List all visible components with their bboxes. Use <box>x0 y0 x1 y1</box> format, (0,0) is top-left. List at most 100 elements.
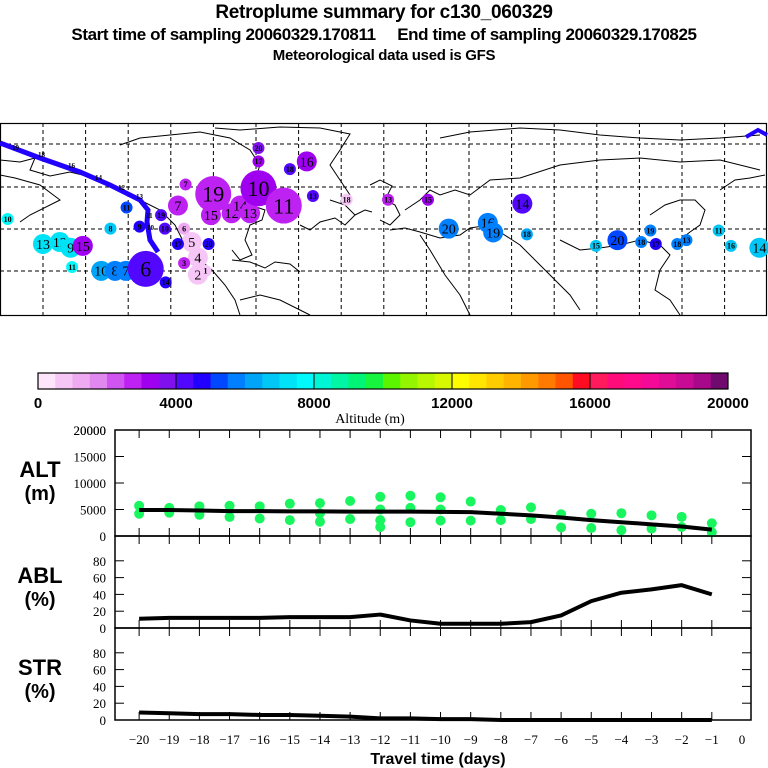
y-tick-label: 10000 <box>74 476 107 491</box>
x-tick-label: −13 <box>340 732 360 747</box>
cluster-day-label: 13 <box>36 238 50 253</box>
colorbar-swatch <box>141 373 160 389</box>
cluster-marker: 10 <box>1 213 14 225</box>
trajectory-track <box>0 140 161 254</box>
altitude-point <box>616 508 627 519</box>
colorbar-swatch <box>383 373 401 389</box>
cluster-marker: 10 <box>158 222 171 235</box>
x-tick-label: −17 <box>219 732 240 747</box>
cluster-dot <box>158 222 171 235</box>
cluster-marker: 14 <box>512 193 533 214</box>
cluster-marker: 6 <box>178 222 191 235</box>
colorbar-swatch <box>538 373 556 389</box>
x-tick-label: −20 <box>129 732 149 747</box>
colorbar-tick-label: 20000 <box>707 395 749 412</box>
cluster-marker: 19 <box>483 222 504 243</box>
cluster-dot <box>520 228 533 241</box>
cluster-marker: 18 <box>635 236 648 249</box>
colorbar-swatch <box>314 373 332 389</box>
altitude-point <box>254 501 265 512</box>
colorbar-swatch <box>279 373 298 389</box>
cluster-day-label: 19 <box>202 182 224 207</box>
cluster-marker: 14 <box>159 276 172 289</box>
cluster-dot <box>712 224 725 237</box>
cluster-day-label: 20 <box>205 240 213 249</box>
altitude-point <box>345 514 356 525</box>
cluster-marker: 6 <box>127 250 164 287</box>
altitude-point <box>676 511 687 522</box>
colorbar-swatch <box>624 373 643 389</box>
cluster-marker: 14 <box>749 237 768 258</box>
cluster-dot <box>607 230 628 251</box>
colorbar-swatch <box>296 373 315 389</box>
cluster-marker: 17 <box>649 237 662 250</box>
cluster-day-label: 17 <box>652 240 660 249</box>
altitude-point <box>345 496 356 507</box>
panel-frame <box>114 535 752 629</box>
cluster-day-label: 20 <box>254 144 262 153</box>
cluster-day-label: 9 <box>138 222 142 231</box>
cluster-dot <box>159 276 172 289</box>
colorbar-swatch <box>176 373 194 389</box>
cluster-day-label: 13 <box>243 207 257 222</box>
cluster-marker: 7 <box>167 195 188 216</box>
x-tick-label: −6 <box>554 732 568 747</box>
colorbar-swatch <box>262 373 280 389</box>
x-tick-label: −2 <box>675 732 689 747</box>
y-tick-label: 60 <box>93 663 106 678</box>
cluster-dot <box>178 257 191 270</box>
cluster-dot <box>438 218 459 239</box>
x-tick-label: −16 <box>250 732 271 747</box>
cluster-marker: 18 <box>283 163 296 176</box>
cluster-day-label: 15 <box>76 240 90 255</box>
cluster-day-label: 4 <box>194 251 201 266</box>
cluster-day-label: 13 <box>309 192 317 201</box>
colorbar-tick-label: 8000 <box>297 395 330 412</box>
cluster-marker: 15 <box>72 235 93 256</box>
cluster-dot <box>1 213 14 225</box>
x-tick-label: −1 <box>705 732 719 747</box>
colorbar-swatch <box>124 373 142 389</box>
colorbar-swatch <box>521 373 539 389</box>
colorbar-swatch <box>417 373 436 389</box>
cluster-dot <box>167 195 188 216</box>
coastline <box>354 209 373 216</box>
altitude-point <box>706 518 717 529</box>
series-line <box>139 508 713 532</box>
y-tick-label: 20000 <box>74 423 107 438</box>
cluster-marker: 3 <box>178 257 191 270</box>
coastline <box>214 126 351 196</box>
colorbar-swatch <box>434 373 453 389</box>
cluster-dot <box>306 189 319 202</box>
colorbar-swatch <box>590 373 608 389</box>
cluster-day-label: 10 <box>4 215 12 224</box>
cluster-day-label: 11 <box>123 203 131 212</box>
cluster-day-label: 15 <box>592 242 600 251</box>
colorbar-swatch <box>486 373 505 389</box>
cluster-marker: 11 <box>120 201 133 214</box>
colorbar-swatch <box>710 373 729 389</box>
coastline <box>439 127 761 141</box>
cluster-day-label: 10 <box>247 176 269 201</box>
altitude-point <box>314 516 325 527</box>
x-tick-label: −12 <box>370 732 390 747</box>
track-label: 18 <box>38 151 46 159</box>
altitude-point <box>465 496 476 507</box>
cluster-day-label: 18 <box>637 238 645 247</box>
altitude-point <box>405 517 416 528</box>
cluster-day-label: 18 <box>286 165 294 174</box>
altitude-point <box>556 522 567 533</box>
x-tick-label: −9 <box>464 732 478 747</box>
series-line <box>139 583 713 626</box>
coastline <box>231 259 301 273</box>
cluster-marker: 11 <box>66 261 79 273</box>
cluster-dot <box>72 235 93 256</box>
y-tick-label: 40 <box>93 587 106 602</box>
cluster-marker: 13 <box>680 234 693 247</box>
x-tick-label: −14 <box>310 732 331 747</box>
colorbar-swatch <box>89 373 108 389</box>
